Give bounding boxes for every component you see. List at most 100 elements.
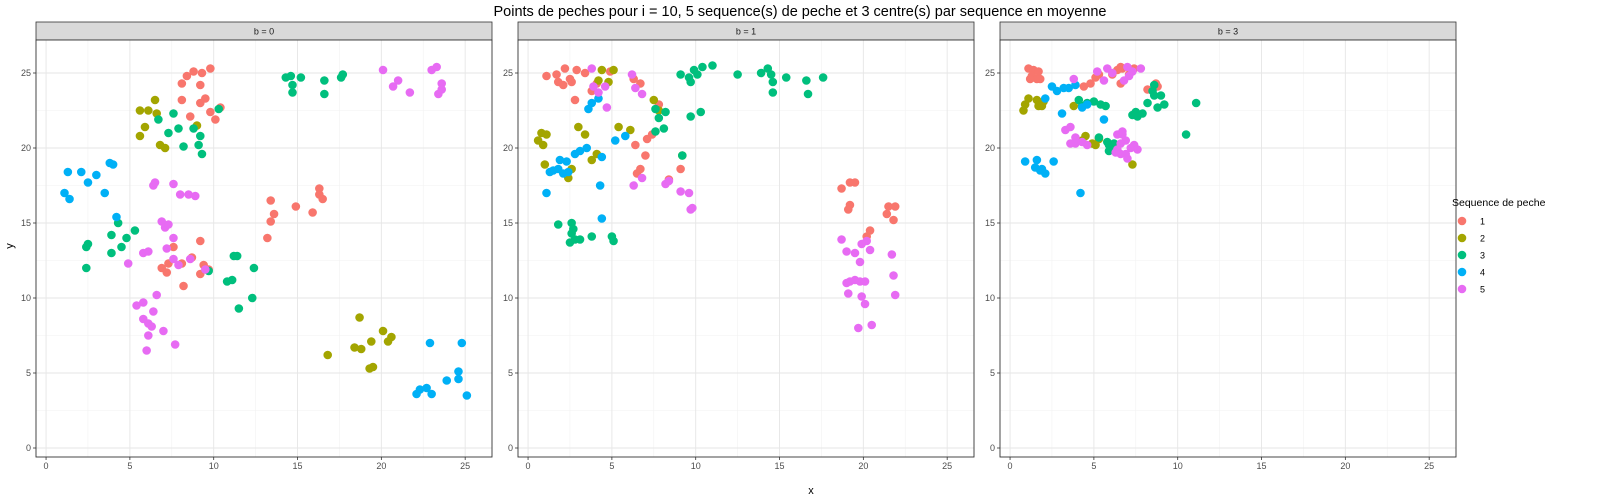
data-point xyxy=(1138,109,1147,118)
data-point xyxy=(587,64,597,73)
data-point xyxy=(850,248,860,258)
data-point xyxy=(366,337,376,346)
data-point xyxy=(150,95,160,105)
data-point xyxy=(664,176,674,186)
data-point xyxy=(83,178,93,187)
data-point xyxy=(164,128,173,138)
panel-strip-label: b = 1 xyxy=(736,27,756,37)
data-point xyxy=(854,323,863,333)
data-point xyxy=(81,263,91,273)
y-tick-label: 5 xyxy=(990,368,995,378)
data-point xyxy=(442,376,452,385)
panel-background xyxy=(518,40,974,457)
data-point xyxy=(1181,130,1191,139)
panels-layer: b = 0 0 5 10 15 20 25 0 5 10 15 20 25 b = 1 0 5 10 15 20 25… xyxy=(21,21,1457,471)
data-point xyxy=(206,64,215,73)
panel-strip-label: b = 0 xyxy=(254,27,274,37)
data-point xyxy=(318,194,327,204)
data-point xyxy=(843,205,853,214)
data-point xyxy=(63,167,73,177)
data-point xyxy=(169,254,178,264)
series-4 xyxy=(542,94,630,223)
data-point xyxy=(108,160,118,169)
data-point xyxy=(637,173,647,183)
legend-key-5 xyxy=(1457,284,1467,294)
data-point xyxy=(1024,94,1033,103)
data-point xyxy=(582,143,592,153)
data-point xyxy=(169,233,178,243)
data-point xyxy=(857,292,866,301)
data-point xyxy=(575,146,585,156)
data-point xyxy=(580,68,590,78)
data-point xyxy=(266,217,276,226)
x-tick-label: 20 xyxy=(858,461,868,471)
legend-label-4: 4 xyxy=(1480,268,1485,278)
data-point xyxy=(1049,157,1058,166)
x-tick-label: 5 xyxy=(609,461,614,471)
data-point xyxy=(323,350,333,360)
data-point xyxy=(600,82,610,91)
data-point xyxy=(138,298,148,307)
y-tick-label: 0 xyxy=(990,443,995,453)
data-point xyxy=(437,85,447,94)
data-point xyxy=(1069,101,1079,111)
x-axis-title: x xyxy=(808,485,814,497)
legend-label-2: 2 xyxy=(1480,234,1485,244)
data-point xyxy=(320,89,329,99)
data-point xyxy=(686,112,695,121)
data-point xyxy=(756,68,766,78)
data-point xyxy=(597,214,607,223)
data-point xyxy=(425,338,435,348)
data-point xyxy=(555,155,565,165)
y-tick-label: 20 xyxy=(985,143,995,153)
data-point xyxy=(540,160,550,169)
data-point xyxy=(177,95,187,105)
data-point xyxy=(610,136,620,145)
y-tick-label: 15 xyxy=(985,218,995,228)
panel-1: b = 1 0 5 10 15 20 25 0 5 10 15 20 25 xyxy=(503,21,975,471)
legend-label-3: 3 xyxy=(1480,251,1485,261)
data-point xyxy=(637,89,647,99)
data-point xyxy=(597,65,607,75)
data-point xyxy=(602,103,612,112)
data-point xyxy=(1034,67,1043,76)
data-point xyxy=(1191,98,1201,108)
legend-key-4 xyxy=(1457,267,1467,277)
data-point xyxy=(1156,91,1166,100)
panel-background xyxy=(36,40,492,457)
legend-key-1 xyxy=(1457,216,1467,226)
data-point xyxy=(117,242,126,252)
data-point xyxy=(144,331,153,340)
data-point xyxy=(122,233,131,243)
data-point xyxy=(152,290,162,300)
data-point xyxy=(144,106,153,115)
data-point xyxy=(350,343,359,352)
data-point xyxy=(189,124,198,133)
data-point xyxy=(641,151,650,160)
data-point xyxy=(594,76,603,85)
data-point xyxy=(190,191,200,201)
data-point xyxy=(575,235,585,244)
data-point xyxy=(195,236,205,246)
data-point xyxy=(147,322,156,331)
x-tick-label: 15 xyxy=(293,461,303,471)
data-point xyxy=(698,62,707,72)
data-point xyxy=(355,313,364,322)
y-tick-label: 5 xyxy=(508,368,513,378)
data-point xyxy=(179,281,188,291)
data-point xyxy=(288,80,297,90)
data-point xyxy=(184,190,193,199)
data-point xyxy=(135,106,145,115)
data-point xyxy=(1092,67,1102,76)
data-point xyxy=(1116,62,1126,72)
data-point xyxy=(378,326,388,336)
legend-title: Sequence de peche xyxy=(1452,197,1546,209)
data-point xyxy=(194,140,203,150)
data-point xyxy=(177,79,187,88)
y-tick-label: 25 xyxy=(503,68,513,78)
data-point xyxy=(587,155,597,165)
y-tick-label: 5 xyxy=(26,368,31,378)
data-point xyxy=(112,212,121,222)
data-point xyxy=(1047,82,1057,91)
data-point xyxy=(595,181,605,190)
